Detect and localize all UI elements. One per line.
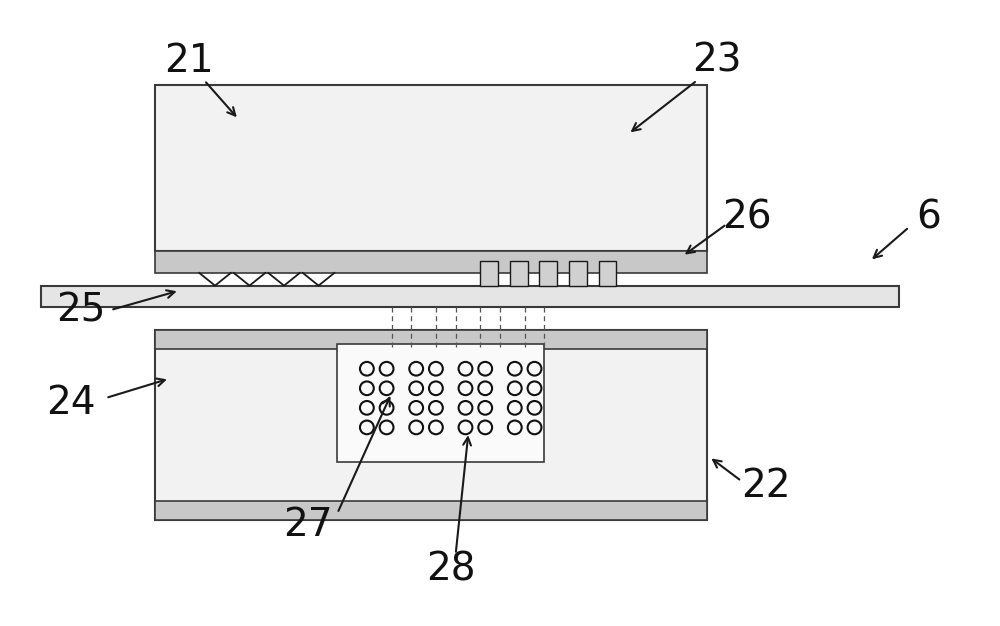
Bar: [569, 261, 587, 285]
Bar: [155, 85, 707, 252]
Bar: [155, 252, 707, 273]
Text: 26: 26: [722, 198, 771, 236]
Bar: [155, 330, 707, 349]
Bar: [155, 501, 707, 520]
Bar: [41, 285, 899, 307]
Text: 28: 28: [426, 550, 475, 588]
Bar: [539, 261, 557, 285]
Text: 27: 27: [283, 506, 333, 544]
Text: 21: 21: [165, 42, 214, 80]
Bar: [480, 261, 498, 285]
Text: 6: 6: [917, 198, 941, 236]
Bar: [599, 261, 616, 285]
Bar: [337, 344, 544, 461]
Text: 22: 22: [742, 467, 791, 505]
Text: 23: 23: [692, 42, 742, 80]
Bar: [510, 261, 528, 285]
Text: 24: 24: [46, 384, 96, 422]
Bar: [155, 330, 707, 520]
Text: 25: 25: [56, 291, 106, 329]
